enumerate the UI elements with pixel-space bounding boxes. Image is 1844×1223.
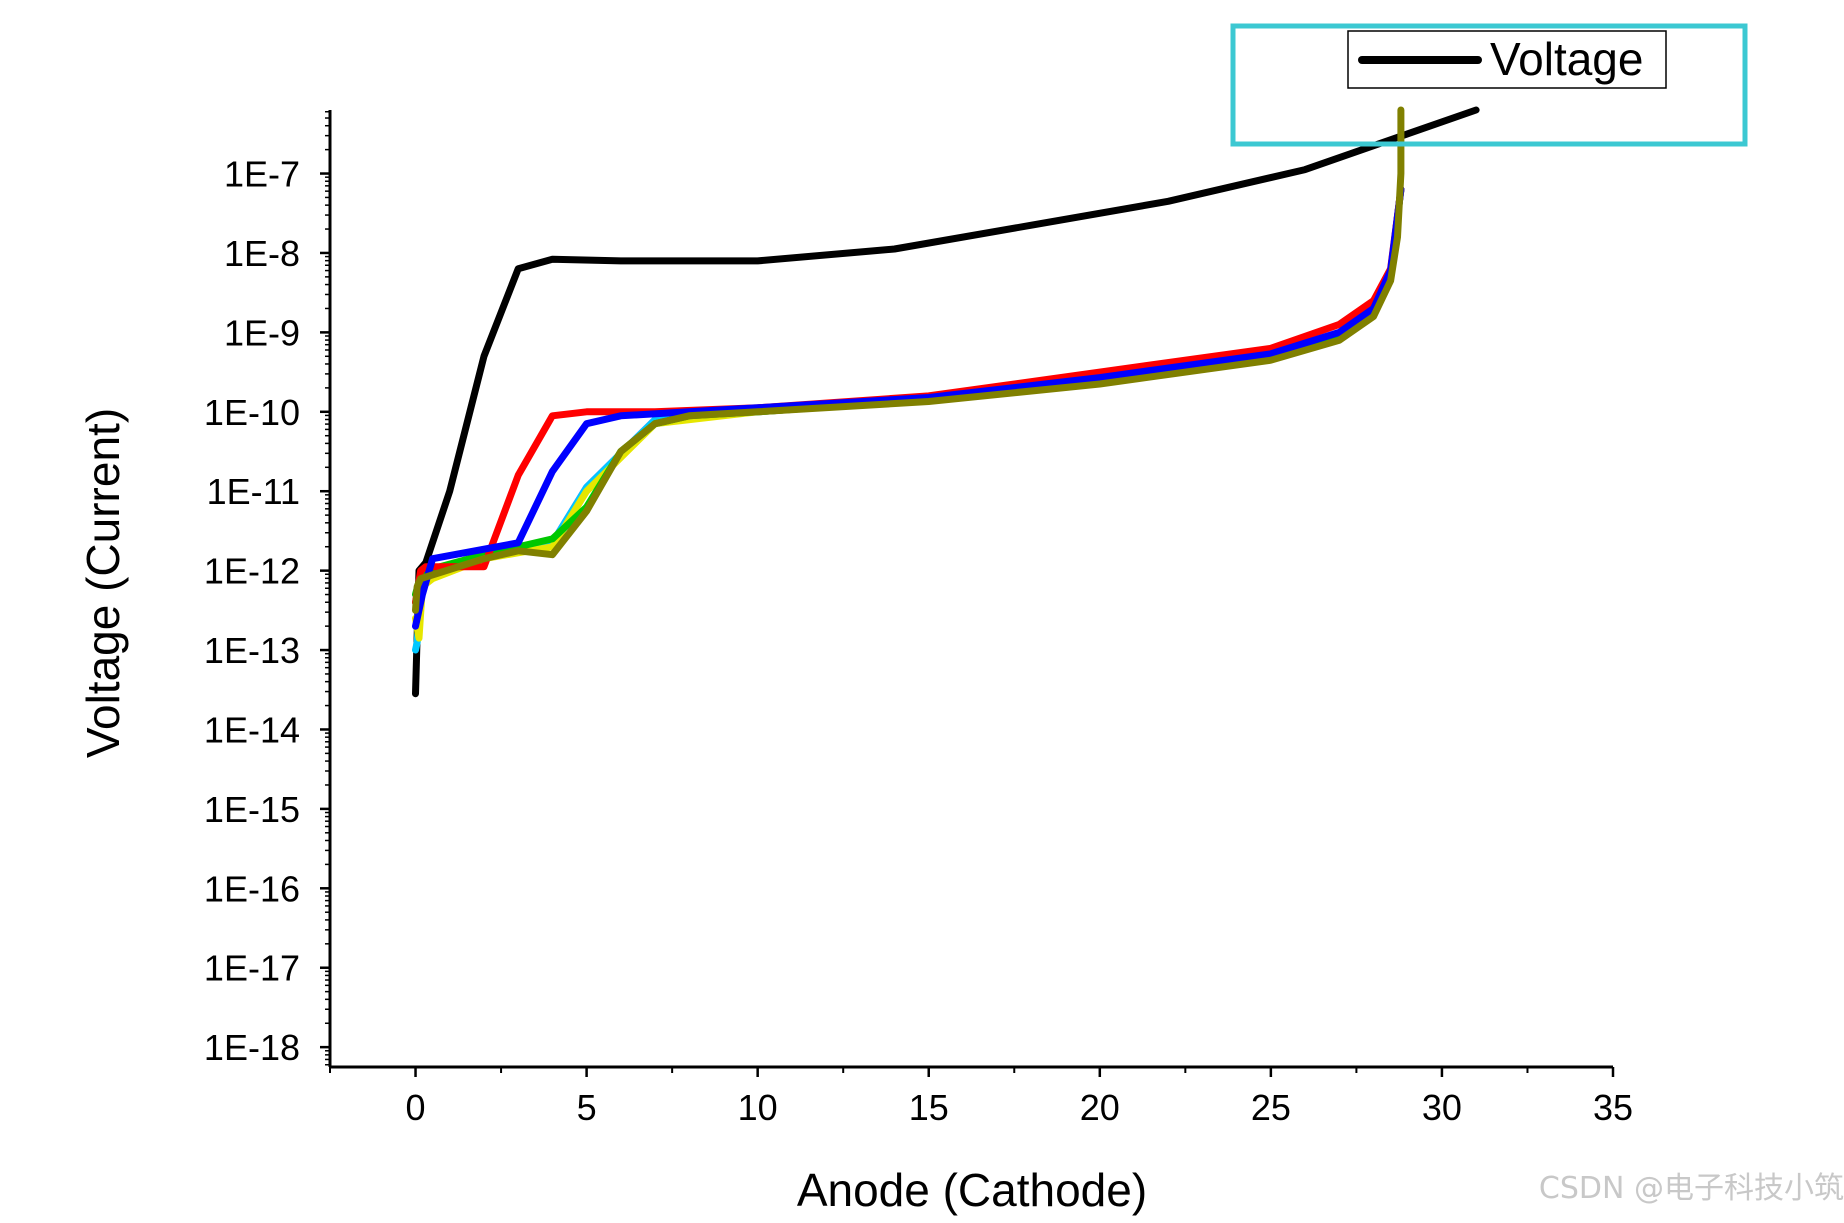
plot-lines [412, 106, 1480, 698]
y-tick-label: 1E-10 [204, 392, 300, 433]
x-axis-title: Anode (Cathode) [797, 1164, 1147, 1216]
series-line-7 [412, 185, 1405, 630]
y-tick-label: 1E-14 [204, 709, 300, 750]
y-tick-label: 1E-9 [224, 312, 300, 353]
legend-highlight-box [1230, 23, 1748, 147]
y-tick-label: 1E-8 [224, 233, 300, 274]
y-axis-title: Voltage (Current) [77, 408, 129, 758]
y-tick-label: 1E-18 [204, 1027, 300, 1068]
legend-label-voltage: Voltage [1490, 33, 1643, 85]
x-tick-label: 25 [1251, 1087, 1291, 1128]
x-tick-label: 20 [1080, 1087, 1120, 1128]
series-line-8 [412, 106, 1405, 614]
y-tick-label: 1E-17 [204, 948, 300, 989]
watermark: CSDN @电子科技小筑 [1538, 1171, 1844, 1206]
x-tick-label: 10 [738, 1087, 778, 1128]
axes [328, 110, 1613, 1069]
y-tick-label: 1E-13 [204, 630, 300, 671]
series-line-voltage [412, 106, 1480, 698]
x-tick-label: 30 [1422, 1087, 1462, 1128]
x-tick-label: 5 [577, 1087, 597, 1128]
y-tick-label: 1E-12 [204, 551, 300, 592]
y-tick-label: 1E-7 [224, 154, 300, 195]
x-tick-label: 0 [406, 1087, 426, 1128]
x-tick-label: 35 [1593, 1087, 1633, 1128]
legend-frame [1347, 30, 1667, 89]
ticks: 0 5 10 15 20 25 30 35 1E-18 1E-17 1E-16 1E-15 1E-14 1… [204, 110, 1633, 1128]
y-tick-label: 1E-15 [204, 789, 300, 830]
x-tick-label: 15 [909, 1087, 949, 1128]
y-tick-label: 1E-16 [204, 868, 300, 909]
y-tick-label: 1E-11 [207, 471, 300, 512]
legend: Voltage [1230, 23, 1748, 147]
